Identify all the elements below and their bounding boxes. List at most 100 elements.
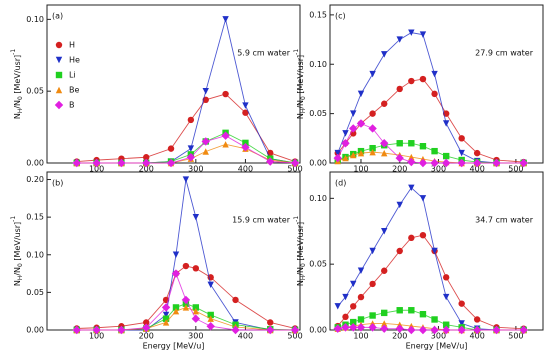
x-tick-label: 300 — [431, 332, 446, 341]
marker — [357, 149, 365, 157]
marker — [408, 140, 415, 147]
marker — [334, 303, 341, 310]
marker — [381, 100, 388, 107]
y-axis-label-part: [MeV/usr] — [296, 222, 305, 263]
marker — [396, 36, 403, 43]
marker — [242, 102, 249, 109]
plot-frame — [46, 171, 301, 331]
marker — [356, 323, 366, 332]
x-tick-label: 500 — [508, 165, 523, 174]
y-axis-label-part: 0 — [17, 263, 24, 267]
marker — [519, 325, 528, 335]
panel-label: (b) — [52, 179, 63, 188]
y-tick-label: 0.15 — [309, 10, 327, 19]
x-axis-label: Energy [MeV/u] — [143, 342, 205, 351]
marker — [267, 319, 274, 326]
marker — [381, 228, 388, 235]
marker — [369, 247, 376, 255]
marker — [442, 120, 450, 127]
y-axis-label: NH/N0 [MeV/usr]-1 — [10, 216, 24, 286]
marker — [207, 281, 214, 289]
y-axis-label-part: 0 — [300, 96, 307, 100]
marker — [369, 148, 376, 156]
series — [334, 184, 527, 334]
x-tick-label: 100 — [89, 165, 104, 174]
marker — [142, 158, 151, 168]
marker — [192, 213, 200, 221]
annotation: 34.7 cm water — [475, 216, 534, 225]
legend-marker — [54, 100, 64, 110]
y-axis-label-part: [MeV/usr] — [296, 55, 305, 96]
series — [73, 90, 299, 165]
marker — [117, 325, 126, 335]
marker — [187, 116, 195, 124]
marker — [408, 184, 415, 191]
marker — [472, 158, 482, 168]
marker — [192, 304, 200, 311]
marker — [92, 158, 101, 168]
marker — [369, 70, 376, 78]
marker — [419, 31, 427, 38]
x-tick-label: 500 — [508, 332, 523, 341]
marker — [492, 325, 501, 335]
marker — [142, 323, 151, 332]
marker — [381, 149, 388, 157]
y-axis-label-part: 0 — [300, 263, 307, 267]
marker — [408, 234, 415, 242]
marker — [441, 158, 451, 168]
x-axis-label: Energy [MeV/u] — [406, 342, 468, 351]
series-line — [337, 234, 524, 330]
marker — [368, 323, 377, 332]
marker — [350, 303, 357, 310]
marker — [457, 158, 466, 168]
marker — [430, 158, 439, 168]
marker — [458, 300, 465, 307]
marker — [342, 130, 349, 137]
marker — [207, 311, 214, 319]
x-tick-label: 400 — [238, 332, 253, 341]
marker — [266, 325, 275, 335]
marker — [380, 324, 389, 333]
x-tick-label: 200 — [392, 165, 407, 174]
marker — [519, 158, 528, 168]
marker — [231, 325, 240, 335]
y-axis-label-part: [MeV/usr] — [13, 222, 22, 263]
marker — [396, 85, 403, 93]
marker — [442, 152, 450, 160]
marker — [408, 307, 415, 314]
marker — [381, 51, 388, 58]
legend-marker — [55, 56, 63, 64]
marker — [430, 325, 439, 335]
panel-label: (c) — [335, 12, 346, 21]
marker — [222, 90, 229, 98]
marker — [333, 324, 342, 333]
y-axis-label: NH/N0 [MeV/usr]-1 — [10, 49, 24, 119]
marker — [350, 318, 357, 326]
marker — [458, 320, 465, 327]
marker — [221, 131, 230, 140]
y-axis-label: NH/N0 [MeV/usr]-1 — [293, 216, 307, 286]
x-tick-label: 200 — [392, 332, 407, 341]
legend-label: B — [69, 101, 75, 110]
marker — [458, 135, 465, 142]
series — [334, 29, 527, 167]
marker — [441, 325, 451, 335]
y-tick-label: 0.10 — [309, 194, 327, 203]
y-tick-label: 0.05 — [309, 109, 327, 118]
marker — [396, 201, 403, 209]
marker — [92, 325, 101, 335]
marker — [369, 144, 376, 152]
marker — [350, 110, 357, 117]
y-axis-label-part: N — [296, 113, 305, 119]
marker — [72, 325, 81, 335]
y-axis-label-part: /N — [13, 267, 22, 276]
marker — [492, 158, 501, 168]
x-tick-label: 100 — [353, 165, 368, 174]
legend-label: Be — [69, 86, 79, 95]
marker — [418, 158, 428, 168]
marker — [290, 325, 300, 335]
panel-label: (d) — [335, 179, 346, 188]
x-tick-label: 400 — [470, 165, 485, 174]
legend-label: Li — [69, 71, 76, 80]
